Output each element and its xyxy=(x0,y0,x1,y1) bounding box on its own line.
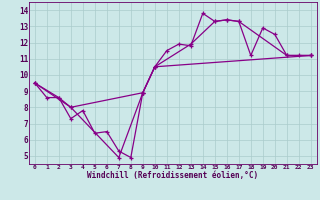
X-axis label: Windchill (Refroidissement éolien,°C): Windchill (Refroidissement éolien,°C) xyxy=(87,171,258,180)
